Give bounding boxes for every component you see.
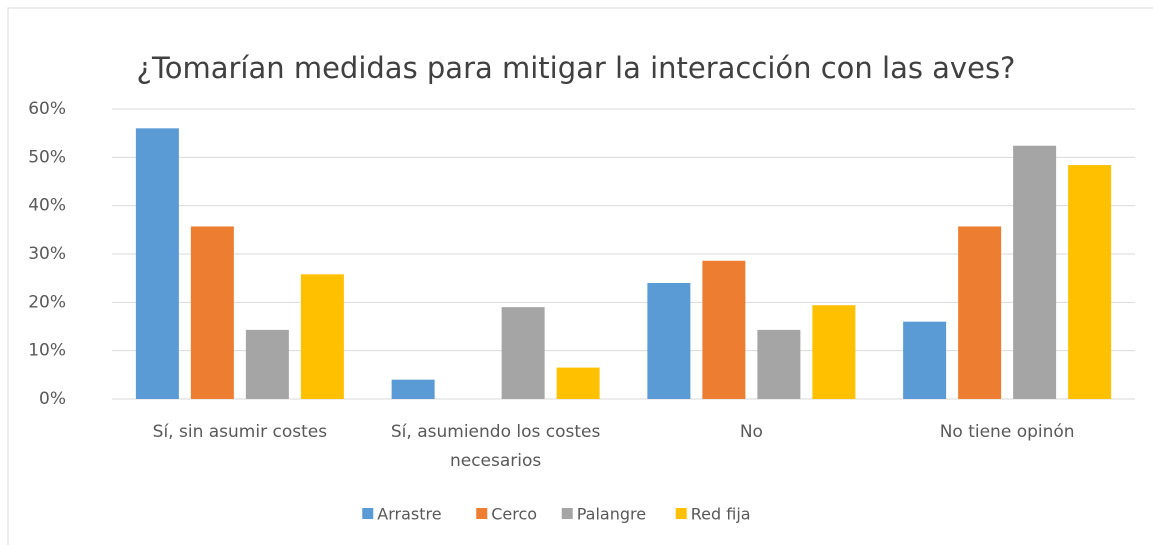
- chart-title: ¿Tomarían medidas para mitigar la intera…: [137, 51, 1016, 85]
- bar: [190, 226, 234, 399]
- bar: [556, 367, 600, 399]
- legend-label: Arrastre: [377, 505, 441, 524]
- x-tick-label: No: [739, 422, 763, 442]
- legend-label: Red fija: [691, 505, 751, 524]
- chart-frame: [7, 7, 1153, 545]
- bar: [958, 226, 1002, 399]
- bar: [647, 283, 691, 399]
- bar: [1068, 165, 1112, 399]
- y-tick-label: 40%: [28, 196, 66, 216]
- y-tick-label: 60%: [28, 99, 66, 119]
- bar: [1013, 145, 1057, 399]
- legend-label: Cerco: [491, 505, 537, 524]
- bar: [245, 329, 289, 399]
- y-tick-label: 20%: [28, 292, 66, 312]
- bar: [391, 379, 435, 399]
- y-tick-label: 30%: [28, 244, 66, 264]
- legend-swatch: [561, 508, 573, 519]
- x-tick-label: No tiene opinón: [939, 422, 1075, 442]
- bar: [757, 329, 801, 399]
- legend-swatch: [362, 508, 374, 519]
- bar: [135, 128, 179, 400]
- x-tick-label: Sí, asumiendo los costes necesarios: [390, 422, 601, 471]
- bar: [903, 321, 947, 399]
- y-tick-label: 10%: [28, 341, 66, 361]
- bar: [812, 305, 856, 399]
- bar: [300, 274, 344, 399]
- legend-swatch: [476, 508, 488, 519]
- bar: [702, 260, 746, 399]
- y-tick-label: 50%: [28, 147, 66, 167]
- y-tick-label: 0%: [39, 389, 66, 409]
- legend-label: Palangre: [577, 505, 646, 524]
- bar: [501, 307, 545, 399]
- x-tick-label: Sí, sin asumir costes: [152, 422, 328, 442]
- legend-swatch: [675, 508, 687, 519]
